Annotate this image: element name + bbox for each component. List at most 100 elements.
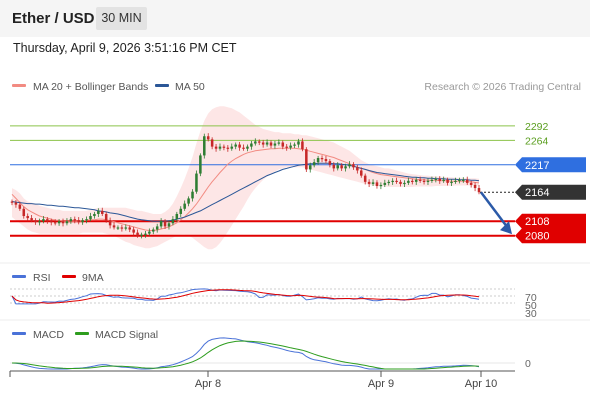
candle (38, 218, 41, 226)
macd-legend: MACD MACD Signal (12, 329, 158, 341)
candle (430, 176, 434, 183)
candle (26, 213, 29, 222)
candle (120, 224, 124, 232)
candle (367, 179, 371, 188)
candle-body (38, 221, 41, 223)
candle (387, 179, 391, 186)
candle-body (100, 210, 104, 214)
time-axis-label-apr9: Apr 9 (368, 378, 394, 390)
macd-tick-zero: 0 (525, 358, 531, 370)
candle (265, 139, 269, 147)
bollinger-band-area (12, 106, 479, 250)
candle-body (242, 147, 245, 149)
candle (301, 138, 304, 152)
candle-body (273, 143, 277, 146)
timeframe-button[interactable]: 30 MIN (96, 7, 147, 30)
candle-body (159, 221, 163, 227)
candle (308, 162, 312, 173)
candle (206, 133, 210, 142)
candle-body (473, 184, 477, 189)
candle (293, 142, 296, 149)
candle-body (281, 142, 285, 147)
candle (426, 178, 430, 185)
macd-pane (10, 337, 515, 370)
candle-body (426, 180, 430, 183)
candle-body (332, 164, 336, 169)
rsi-ma-legend-swatch (62, 275, 76, 278)
forecast-arrow-shaft (480, 191, 509, 229)
candle-body (214, 146, 218, 149)
candle-body (399, 181, 402, 184)
candle-body (414, 179, 418, 182)
candle-body (250, 143, 253, 147)
candle (371, 179, 375, 186)
candle-body (171, 219, 175, 224)
candle-body (352, 164, 355, 168)
candle (136, 229, 139, 238)
candle (53, 219, 57, 226)
candle-body (57, 221, 61, 224)
candle (81, 218, 84, 225)
candle-body (18, 204, 22, 209)
candle (210, 137, 214, 150)
candle-body (265, 142, 269, 145)
level-tag-text-2217: 2217 (525, 160, 549, 172)
candle-body (49, 221, 53, 223)
candle (112, 222, 116, 230)
candle (473, 182, 477, 192)
candle (320, 155, 324, 163)
candle-body (155, 226, 159, 230)
candle (100, 207, 104, 217)
candle (234, 142, 237, 150)
candle-body (356, 167, 359, 171)
candle (61, 218, 65, 227)
candle (261, 139, 265, 148)
candle-body (210, 139, 214, 147)
candle-body (344, 166, 347, 169)
macd-signal-legend-swatch (75, 332, 89, 335)
candle (391, 178, 394, 185)
candle-body (371, 182, 375, 184)
candle (403, 180, 406, 188)
candle (22, 206, 26, 219)
candle (344, 163, 347, 172)
candle (450, 179, 453, 186)
candle-body (422, 180, 426, 183)
candle (356, 164, 359, 174)
level-tag-bg-2108 (515, 213, 586, 229)
candle (360, 167, 363, 178)
candle (379, 182, 383, 190)
candle (242, 144, 245, 151)
candle-body (434, 178, 438, 180)
level-tag-2108: 2108 (515, 213, 586, 229)
candle (399, 179, 402, 187)
candle-body (140, 234, 143, 236)
candle (159, 218, 163, 229)
candle (363, 173, 367, 185)
candle (226, 145, 230, 152)
candle (14, 199, 18, 208)
candle-body (446, 179, 449, 183)
candle (199, 153, 202, 177)
candle (285, 144, 288, 151)
candle-body (257, 141, 261, 143)
candle (383, 179, 387, 188)
candle-body (320, 158, 324, 160)
candle (238, 141, 241, 151)
candle-body (116, 227, 120, 229)
level-tag-2164: 2164 (515, 184, 586, 200)
candle-body (22, 208, 26, 217)
candle-body (222, 146, 226, 148)
candle (462, 177, 465, 183)
candle-body (316, 158, 320, 163)
candle-body (191, 191, 194, 199)
candle (116, 225, 120, 231)
candle-body (403, 182, 406, 185)
forecast-arrow-head (500, 221, 512, 235)
candle (297, 138, 300, 148)
candle (69, 217, 73, 224)
ma50-line (11, 162, 480, 222)
candle-body (293, 144, 296, 146)
candle-body (53, 222, 57, 224)
